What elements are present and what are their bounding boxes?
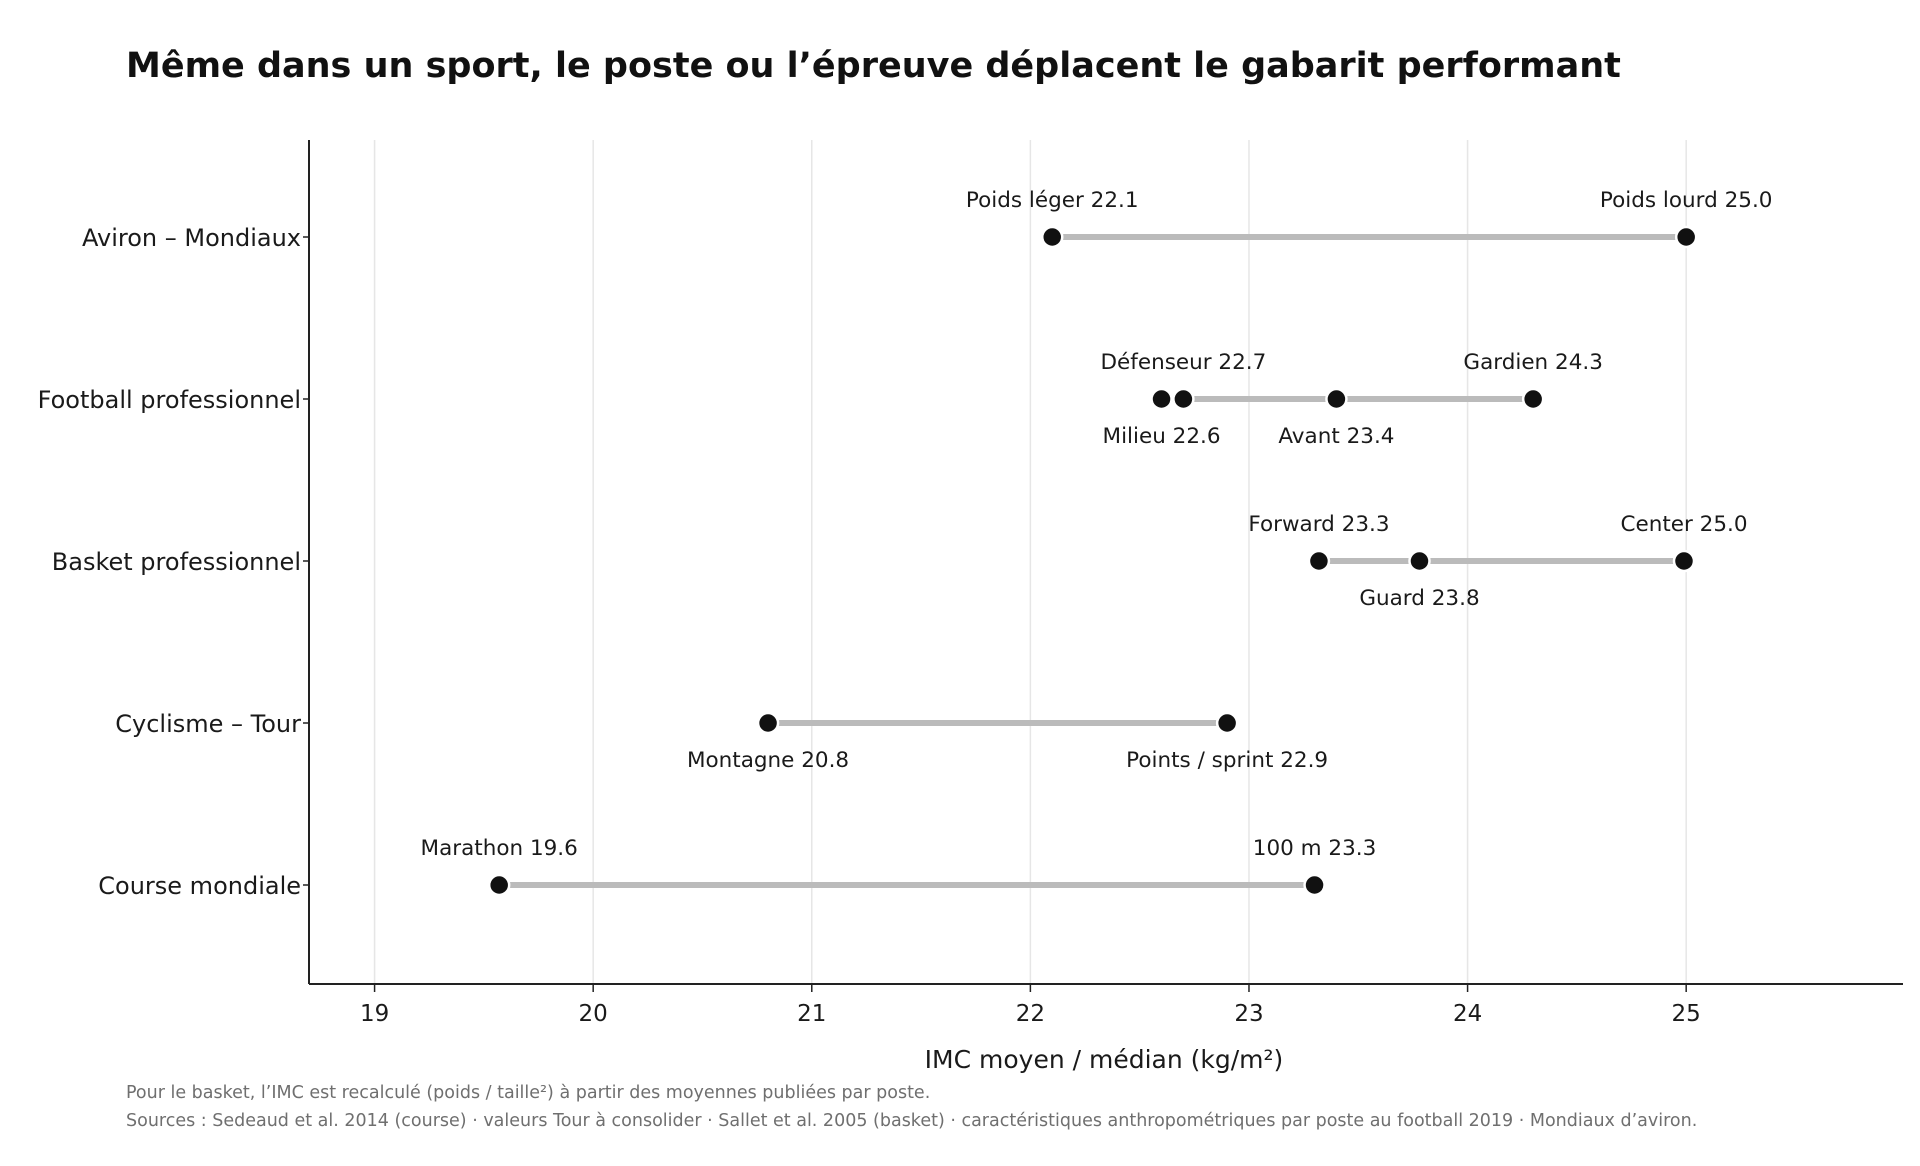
data-points [487,225,1698,897]
x-tick-label-19: 19 [360,1001,389,1027]
category-label: Aviron – Mondiaux [82,224,301,252]
category-label: Football professionnel [38,386,301,414]
data-point [1307,549,1331,573]
x-tick-label-23: 23 [1234,1001,1263,1027]
point-label: Montagne 20.8 [687,748,849,773]
x-tick-label-21: 21 [797,1001,826,1027]
data-point [1303,873,1326,897]
point-label: Gardien 24.3 [1463,350,1602,375]
point-label: Poids léger 22.1 [966,188,1139,213]
data-point [1521,387,1545,411]
data-point [487,873,511,897]
category-label: Cyclisme – Tour [115,710,301,738]
footnote-method: Pour le basket, l’IMC est recalculé (poi… [126,1083,931,1103]
point-label: 100 m 23.3 [1253,836,1377,861]
point-label: Poids lourd 25.0 [1600,188,1773,213]
category-label: Course mondiale [98,872,301,900]
x-tick-label-22: 22 [1016,1001,1045,1027]
data-point [1325,387,1348,411]
x-axis-title: IMC moyen / médian (kg/m²) [925,1045,1284,1074]
point-label: Center 25.0 [1620,512,1747,537]
data-point [1150,387,1173,411]
data-point [1408,549,1431,573]
x-tick-label-20: 20 [579,1001,608,1027]
chart-title: Même dans un sport, le poste ou l’épreuv… [126,46,1621,86]
point-label: Milieu 22.6 [1103,424,1221,449]
data-point [1672,549,1696,573]
x-tick-label-25: 25 [1672,1001,1701,1027]
footnote-sources: Sources : Sedeaud et al. 2014 (course) ·… [126,1111,1698,1131]
point-label: Défenseur 22.7 [1100,350,1266,375]
point-label: Forward 23.3 [1248,512,1389,537]
data-point [756,711,780,735]
axes: 19 20 21 22 23 24 25 Aviron – Mondiaux Football … [38,140,1903,1027]
data-point [1172,387,1195,411]
data-point [1040,225,1064,249]
point-label: Guard 23.8 [1359,586,1479,611]
point-label: Avant 23.4 [1278,424,1394,449]
range-lines [496,234,1690,888]
point-labels: Poids léger 22.1 Poids lourd 25.0 Milieu 2… [421,188,1773,861]
data-point [1215,711,1239,735]
category-label: Basket professionnel [52,548,301,576]
x-tick-label-24: 24 [1453,1001,1482,1027]
point-label: Points / sprint 22.9 [1126,748,1328,773]
point-label: Marathon 19.6 [421,836,578,861]
data-point [1674,225,1698,249]
